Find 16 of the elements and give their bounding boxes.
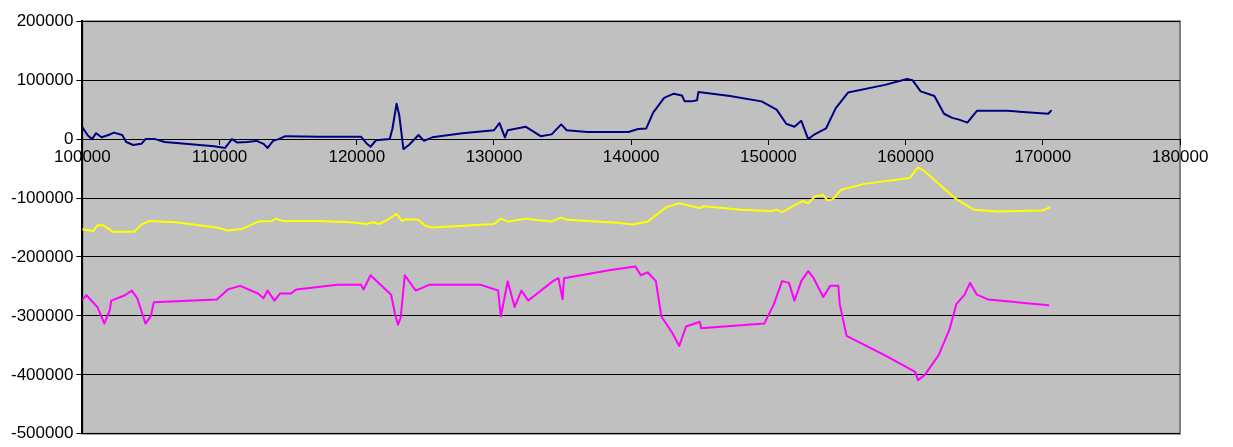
- y-tick-label: 200000: [16, 10, 74, 30]
- y-tick-label: -200000: [11, 246, 74, 266]
- y-tick-label: -500000: [11, 423, 74, 443]
- x-tick-label: 130000: [465, 146, 523, 166]
- x-tick-label: 150000: [740, 146, 797, 166]
- x-tick-label: 160000: [877, 146, 934, 166]
- y-tick-label: 0: [63, 128, 74, 148]
- x-tick-label: 120000: [328, 146, 386, 166]
- y-tick-label: -400000: [11, 364, 74, 384]
- y-tick-label: -300000: [11, 305, 74, 325]
- y-tick-label: -100000: [11, 187, 74, 207]
- x-tick-label: 170000: [1014, 146, 1072, 166]
- x-tick-label: 110000: [191, 146, 248, 166]
- x-tick-label: 180000: [1151, 146, 1209, 166]
- x-tick-label: 140000: [602, 146, 660, 166]
- y-tick-label: 100000: [16, 69, 74, 89]
